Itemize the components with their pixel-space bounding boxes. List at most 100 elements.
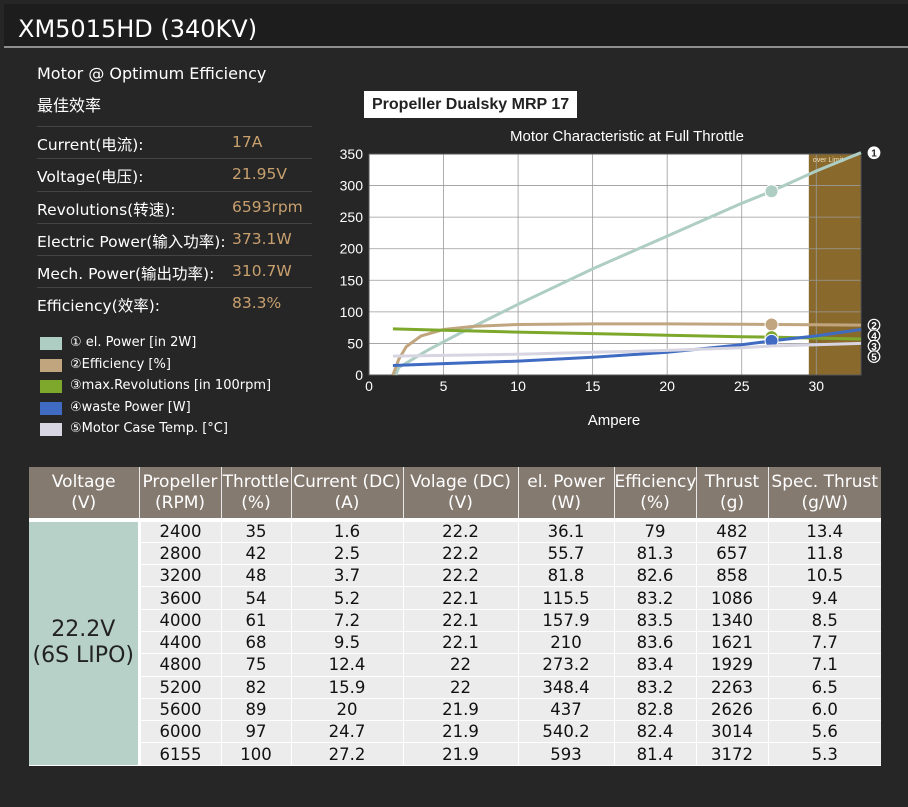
table-cell: 81.3 xyxy=(614,542,697,566)
table-row: 22.2V (6S LIPO) 2400 35 1.6 22.2 36.1 79 482 13.4 xyxy=(29,517,881,766)
spec-row: Efficiency(效率): 83.3% xyxy=(37,287,312,319)
table-cell: 22.2 xyxy=(403,564,519,588)
table-header: Voltage (V) xyxy=(29,467,140,520)
series-end-marker-label: 5 xyxy=(871,352,877,363)
table-cell: 36.1 xyxy=(518,517,615,543)
table-cell: 83.4 xyxy=(614,653,697,677)
spec-row: Electric Power(输入功率): 373.1W xyxy=(37,222,312,255)
spec-value: 373.1W xyxy=(232,229,292,248)
table-header-line: (g) xyxy=(719,492,745,513)
table-header-line: (V) xyxy=(448,492,473,513)
table-cell: 22.2 xyxy=(403,517,519,543)
table-row: 4000 61 7.2 22.1 157.9 83.5 1340 8.5 xyxy=(29,609,881,632)
table-cell: 22 xyxy=(403,676,519,699)
x-axis-label: Ampere xyxy=(588,412,641,429)
table-cell: 2263 xyxy=(696,676,769,699)
table-cell: 11.8 xyxy=(768,542,881,566)
table-cell: 22.1 xyxy=(403,631,519,655)
operating-point-2 xyxy=(764,317,779,332)
table-header-line: Volage (DC) xyxy=(410,471,511,492)
table-cell: 437 xyxy=(518,698,615,722)
table-cell: 5200 xyxy=(139,676,222,699)
table-cell: 100 xyxy=(221,742,292,766)
table-cell: 6.5 xyxy=(768,676,881,699)
table-cell: 22.1 xyxy=(403,586,519,610)
table-cell: 9.4 xyxy=(768,586,881,610)
legend-swatch xyxy=(40,358,62,372)
table-row: 5200 82 15.9 22 348.4 83.2 2263 6.5 xyxy=(29,676,881,699)
legend-label: ④waste Power [W] xyxy=(70,399,191,415)
title-bar: XM5015HD (340KV) xyxy=(4,4,908,48)
table-cell: 75 xyxy=(221,653,292,677)
table-cell: 5.3 xyxy=(768,742,881,766)
table-cell: 81.8 xyxy=(518,564,615,588)
y-tick-label: 50 xyxy=(347,335,363,351)
table-header-line: (%) xyxy=(640,492,670,513)
legend-label: ① el. Power [in 2W] xyxy=(70,335,197,350)
table-cell: 82.6 xyxy=(614,564,697,588)
table-header-line: (V) xyxy=(71,492,97,513)
table-cell: 42 xyxy=(221,542,292,566)
series-end-marker-label: 2 xyxy=(871,321,877,332)
table-cell: 1340 xyxy=(696,609,769,632)
table-cell: 1929 xyxy=(696,653,769,677)
table-cell: 82.8 xyxy=(614,698,697,722)
table-cell: 1.6 xyxy=(291,517,404,543)
legend-swatch xyxy=(40,337,62,350)
legend-swatch xyxy=(40,380,62,393)
table-cell: 22 xyxy=(403,653,519,677)
series-line-5 xyxy=(392,341,862,358)
table-cell: 89 xyxy=(221,698,292,722)
table-cell: 157.9 xyxy=(518,609,615,632)
spec-heading-cn: 最佳效率 xyxy=(37,96,102,115)
y-tick-label: 100 xyxy=(340,304,364,320)
x-tick-label: 0 xyxy=(365,378,373,394)
table-cell: 12.4 xyxy=(291,653,404,677)
spec-label: Mech. Power(输出功率): xyxy=(37,265,215,284)
table-row: 2800 42 2.5 22.2 55.7 81.3 657 11.8 xyxy=(29,542,881,566)
table-cell: 22.2 xyxy=(403,542,519,566)
legend-swatch xyxy=(40,423,62,436)
table-cell: 97 xyxy=(221,720,292,744)
table-header-line: (RPM) xyxy=(155,492,205,513)
table-cell: 5.2 xyxy=(291,586,404,610)
table-header-row: Voltage (V) Propeller (RPM) Throttle (%) Curre… xyxy=(29,467,881,520)
table-cell: 10.5 xyxy=(768,564,881,588)
performance-table: Voltage (V) Propeller (RPM) Throttle (%) Curre… xyxy=(29,467,881,766)
table-cell: 4800 xyxy=(139,653,222,677)
table-header-line: Throttle xyxy=(222,471,290,492)
table-header: Throttle (%) xyxy=(221,467,292,520)
table-cell: 2400 xyxy=(139,517,222,543)
table-cell: 210 xyxy=(518,631,615,655)
table-header: el. Power (W) xyxy=(518,467,615,520)
table-header-line: (g/W) xyxy=(801,492,849,513)
table-cell: 7.2 xyxy=(291,609,404,632)
table-cell: 82 xyxy=(221,676,292,699)
legend-swatch xyxy=(40,401,62,415)
table-row: 6000 97 24.7 21.9 540.2 82.4 3014 5.6 xyxy=(29,720,881,744)
y-tick-label: 250 xyxy=(340,209,364,225)
spec-row: Mech. Power(输出功率): 310.7W xyxy=(37,255,312,287)
y-tick-label: 350 xyxy=(340,146,364,162)
y-tick-label: 300 xyxy=(340,178,364,194)
spec-row: Revolutions(转速): 6593rpm xyxy=(37,190,312,223)
table-cell: 55.7 xyxy=(518,542,615,566)
y-tick-label: 0 xyxy=(355,367,363,383)
table-cell: 48 xyxy=(221,564,292,588)
legend-label: ②Efficiency [%] xyxy=(70,356,171,372)
table-cell: 858 xyxy=(696,564,769,588)
table-header: Propeller (RPM) xyxy=(139,467,222,520)
spec-value: 83.3% xyxy=(232,294,282,313)
table-cell: 2.5 xyxy=(291,542,404,566)
series-end-marker xyxy=(867,146,881,160)
spec-label: Efficiency(效率): xyxy=(37,297,160,316)
table-cell: 54 xyxy=(221,586,292,610)
table-cell: 20 xyxy=(291,698,404,722)
table-cell: 657 xyxy=(696,542,769,566)
legend-label: ⑤Motor Case Temp. [°C] xyxy=(70,421,228,436)
table-header-line: el. Power xyxy=(527,471,605,492)
chart-title: Motor Characteristic at Full Throttle xyxy=(510,128,744,145)
table-cell: 115.5 xyxy=(518,586,615,610)
spec-label: Electric Power(输入功率): xyxy=(37,232,226,251)
